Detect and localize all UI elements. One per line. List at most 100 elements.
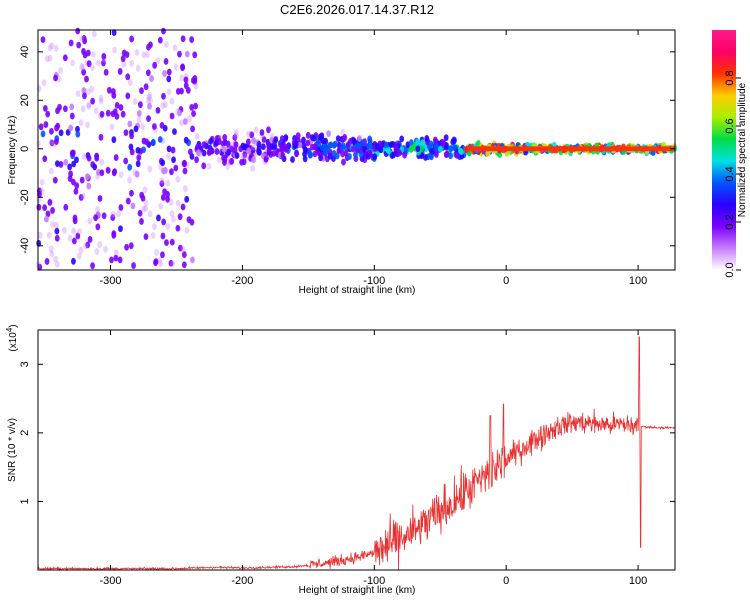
- heatmap-cell: [131, 262, 136, 269]
- heatmap-cell: [341, 135, 347, 143]
- heatmap-cell: [187, 115, 192, 123]
- heatmap-cell: [105, 166, 111, 174]
- heatmap-cell: [383, 141, 389, 149]
- heatmap-cell: [147, 165, 153, 173]
- heatmap-cell: [72, 217, 78, 225]
- heatmap-cell: [261, 136, 267, 143]
- heatmap-cell: [179, 74, 185, 82]
- heatmap-cell: [148, 97, 153, 105]
- heatmap-cell: [175, 224, 181, 232]
- heatmap-cell: [105, 109, 111, 117]
- heatmap-cell: [70, 149, 76, 157]
- heatmap-cell: [220, 140, 226, 148]
- heatmap-cell: [191, 110, 196, 117]
- heatmap-cell: [444, 143, 449, 151]
- heatmap-cell: [78, 246, 84, 254]
- heatmap-cell: [125, 197, 131, 205]
- heatmap-cell: [169, 112, 175, 120]
- heatmap-cell: [162, 70, 167, 77]
- heatmap-cell: [53, 44, 59, 52]
- heatmap-cell: [94, 248, 100, 255]
- heatmap-cell: [136, 154, 142, 162]
- colorbar-tick-label: 0.0: [724, 262, 736, 277]
- heatmap-cell: [103, 68, 109, 76]
- heatmap-cell: [156, 214, 161, 222]
- heatmap-cell: [137, 101, 143, 109]
- heatmap-cell: [91, 30, 97, 38]
- heatmap-cell: [290, 156, 295, 163]
- heatmap-cell: [89, 64, 95, 71]
- heatmap-cell: [169, 210, 175, 218]
- heatmap-cell: [81, 153, 87, 160]
- heatmap-cell: [120, 110, 126, 118]
- heatmap-cell: [85, 88, 91, 96]
- heatmap-cell: [358, 150, 364, 158]
- heatmap-cell: [141, 205, 147, 213]
- heatmap-cell: [216, 138, 222, 146]
- heatmap-cell: [147, 91, 153, 99]
- heatmap-cell: [374, 142, 380, 150]
- heatmap-cell: [133, 125, 139, 133]
- heatmap-cell: [49, 127, 54, 135]
- heatmap-cell: [116, 210, 121, 218]
- heatmap-cell: [75, 232, 81, 240]
- heatmap-cell: [99, 158, 105, 166]
- heatmap-cell: [165, 223, 171, 230]
- heatmap-cell: [334, 152, 340, 160]
- heatmap-cell: [225, 163, 231, 170]
- heatmap-cell: [161, 218, 167, 226]
- heatmap-cell: [50, 207, 55, 214]
- heatmap-cell: [85, 121, 90, 129]
- heatmap-cell: [111, 92, 117, 99]
- heatmap-cell: [163, 41, 169, 48]
- snr-ylabel: SNR (10 * v/v): [7, 418, 18, 482]
- heatmap-cell: [194, 132, 200, 140]
- heatmap-cell: [389, 152, 395, 160]
- heatmap-cell: [320, 144, 325, 151]
- heatmap-cell: [81, 34, 87, 42]
- heatmap-cell: [157, 256, 163, 264]
- heatmap-cell: [166, 145, 172, 153]
- heatmap-cell: [139, 218, 144, 225]
- heatmap-cell: [69, 103, 75, 111]
- heatmap-cell: [250, 143, 256, 151]
- heatmap-cell: [225, 140, 231, 148]
- heatmap-cell: [127, 79, 133, 87]
- heatmap-cell: [190, 256, 195, 264]
- heatmap-cell: [98, 97, 104, 105]
- heatmap-cell: [75, 27, 81, 35]
- heatmap-cell: [221, 145, 227, 153]
- heatmap-cell: [163, 58, 169, 65]
- heatmap-cell: [179, 87, 184, 95]
- heatmap-cell: [48, 138, 54, 146]
- heatmap-cell: [240, 142, 246, 150]
- heatmap-cell: [69, 112, 75, 120]
- heatmap-cell: [110, 110, 116, 118]
- heatmap-cell: [234, 152, 240, 159]
- colorbar-tick-label: 0.2: [724, 214, 736, 229]
- heatmap-cell: [103, 245, 108, 253]
- spectrogram-ytick-label: 0: [19, 146, 31, 152]
- heatmap-cell: [81, 48, 86, 55]
- heatmap-cell: [175, 175, 181, 183]
- colorbar-tick-label: 0.6: [724, 118, 736, 133]
- heatmap-cell: [75, 130, 81, 138]
- heatmap-cell: [87, 217, 93, 225]
- heatmap-cell: [256, 141, 262, 148]
- heatmap-cell: [67, 163, 73, 171]
- heatmap-cell: [132, 169, 138, 177]
- heatmap-cell: [58, 67, 63, 74]
- heatmap-cell: [432, 136, 438, 144]
- heatmap-cell: [148, 41, 153, 49]
- heatmap-cell: [182, 118, 188, 125]
- heatmap-cell: [458, 147, 463, 155]
- heatmap-cell: [168, 259, 174, 267]
- heatmap-cell: [242, 152, 248, 160]
- heatmap-cell: [57, 103, 62, 111]
- heatmap-cell: [136, 116, 142, 123]
- heatmap-cell: [295, 132, 301, 140]
- heatmap-cell: [158, 260, 163, 268]
- heatmap-cell: [320, 137, 326, 145]
- snr-xtick-label: -100: [363, 575, 385, 587]
